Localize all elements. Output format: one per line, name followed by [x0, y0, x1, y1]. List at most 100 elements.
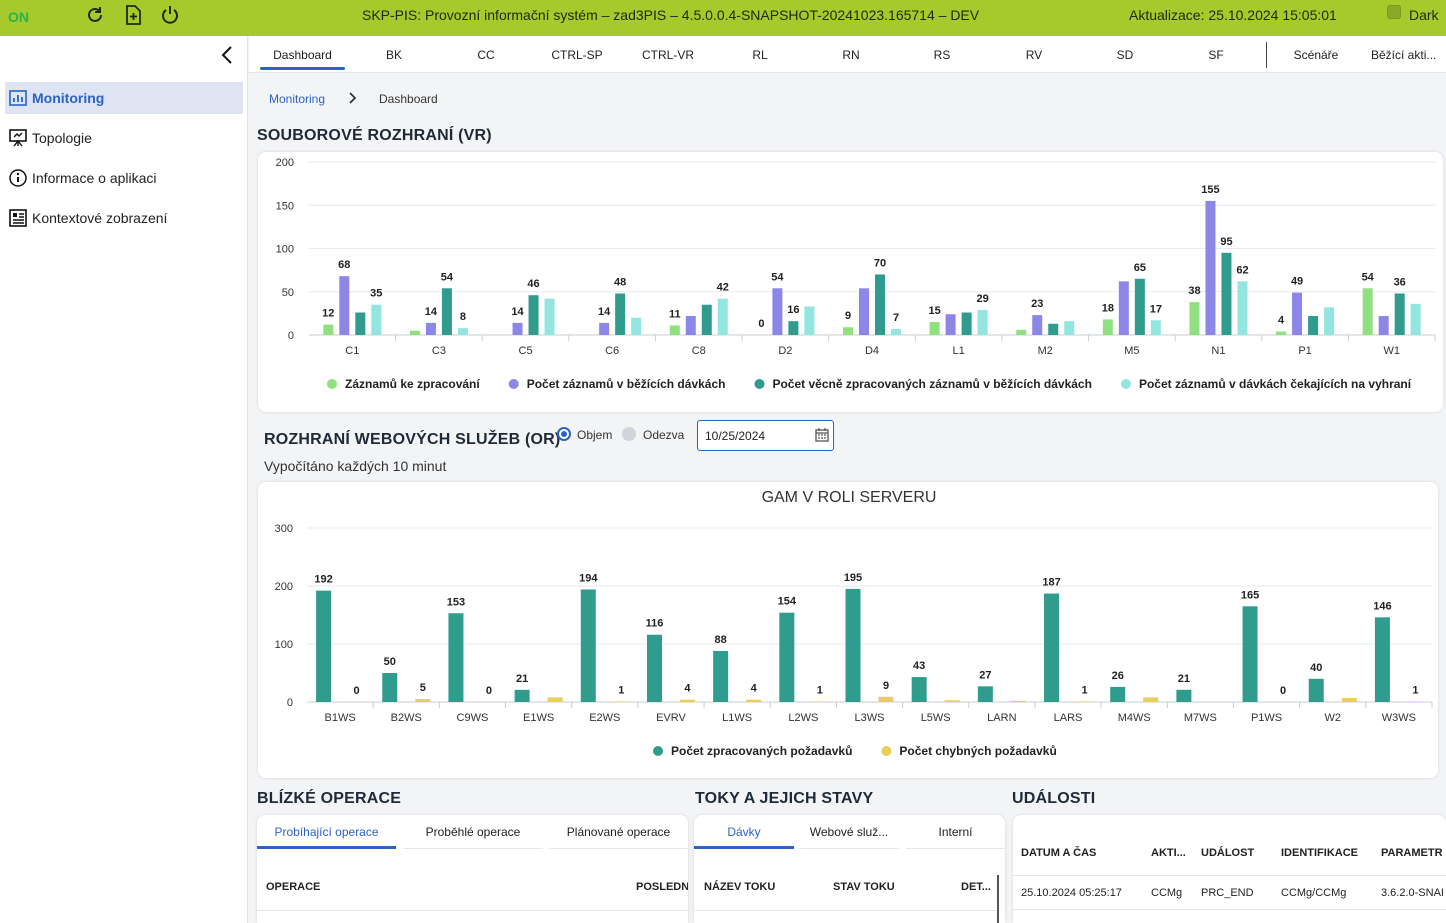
- data-label: 29: [976, 293, 988, 305]
- tab-probehle-operace[interactable]: Proběhlé operace: [425, 824, 521, 839]
- column-header-nazev-toku[interactable]: NÁZEV TOKU: [704, 881, 776, 893]
- scrollbar[interactable]: [997, 875, 999, 923]
- data-label: 68: [338, 259, 350, 271]
- legend-marker: [1120, 379, 1131, 389]
- column-header-posledni[interactable]: POSLEDN: [636, 881, 688, 893]
- bar: [669, 325, 680, 335]
- odezva-radio-label[interactable]: Odezva: [643, 428, 685, 442]
- legend-marker: [653, 746, 663, 756]
- legend-item: Počet záznamů v dávkách čekajících na vy…: [1120, 377, 1412, 391]
- bar: [646, 634, 662, 702]
- column-header-udalost[interactable]: UDÁLOST: [1201, 847, 1255, 859]
- bar: [457, 328, 468, 335]
- tab-bk[interactable]: BK: [385, 47, 402, 62]
- x-tick-label: P1: [1298, 345, 1311, 357]
- bar: [945, 314, 956, 335]
- sidebar-item-kontextove[interactable]: Kontextové zobrazení: [5, 202, 243, 234]
- sidebar-item-topologie[interactable]: Topologie: [5, 122, 243, 154]
- event-cell-udalost: PRC_END: [1201, 887, 1254, 899]
- tab-webove-sluzby[interactable]: Webové služ...: [809, 824, 889, 839]
- bar: [843, 327, 853, 335]
- tab-rv[interactable]: RV: [1025, 47, 1043, 62]
- objem-radio[interactable]: [557, 427, 571, 441]
- x-tick-label: D4: [865, 345, 879, 357]
- column-header-datum[interactable]: DATUM A ČAS: [1021, 847, 1097, 859]
- tab-ctrl-sp[interactable]: CTRL-SP: [551, 47, 603, 62]
- dark-mode-label[interactable]: Dark: [1409, 7, 1439, 23]
- data-label: 48: [614, 276, 626, 288]
- bar: [845, 588, 861, 702]
- table-divider: [1013, 909, 1446, 910]
- tab-scenare[interactable]: Scénáře: [1293, 47, 1339, 62]
- data-label: 1: [817, 684, 823, 696]
- bar: [547, 697, 563, 702]
- bar: [713, 650, 729, 702]
- bar: [1374, 617, 1390, 702]
- bar: [1150, 320, 1161, 335]
- legend-marker: [754, 379, 765, 389]
- tab-divider: [799, 848, 899, 849]
- sidebar-item-monitoring[interactable]: Monitoring: [5, 82, 243, 114]
- calendar-icon[interactable]: [815, 428, 829, 442]
- tab-cc[interactable]: CC: [477, 47, 495, 62]
- tab-rn[interactable]: RN: [842, 47, 860, 62]
- objem-radio-label[interactable]: Objem: [577, 428, 613, 442]
- refresh-icon[interactable]: [84, 4, 106, 26]
- tab-sf[interactable]: SF: [1208, 47, 1224, 62]
- bar: [425, 322, 436, 335]
- x-tick-label: E2WS: [589, 712, 620, 724]
- presentation-icon: [7, 127, 29, 149]
- odezva-radio[interactable]: [622, 427, 636, 441]
- tab-ctrl-vr[interactable]: CTRL-VR: [641, 47, 694, 62]
- data-label: 65: [1134, 262, 1146, 274]
- data-label: 14: [511, 306, 524, 318]
- bar: [1308, 315, 1319, 335]
- tab-rs[interactable]: RS: [933, 47, 951, 62]
- column-header-parametr[interactable]: PARAMETR: [1381, 847, 1443, 859]
- data-label: 5: [420, 682, 426, 694]
- data-label: 35: [370, 288, 382, 300]
- column-header-identifikace[interactable]: IDENTIFIKACE: [1281, 847, 1358, 859]
- legend-marker: [881, 746, 892, 756]
- tab-planovane-operace[interactable]: Plánované operace: [566, 824, 671, 839]
- tab-interni[interactable]: Interní: [938, 824, 973, 839]
- x-tick-label: M7WS: [1184, 712, 1217, 724]
- bar: [1016, 329, 1027, 335]
- breadcrumb-dashboard: Dashboard: [379, 92, 438, 106]
- bar: [1362, 288, 1373, 335]
- breadcrumb-monitoring[interactable]: Monitoring: [269, 92, 326, 106]
- file-add-icon[interactable]: [122, 4, 144, 26]
- date-input[interactable]: 10/25/2024: [697, 420, 834, 451]
- bar: [1048, 323, 1059, 335]
- column-header-detail[interactable]: DET...: [961, 881, 991, 893]
- collapse-sidebar-icon[interactable]: [218, 44, 238, 66]
- tab-dashboard[interactable]: Dashboard: [273, 47, 332, 62]
- bar: [1324, 307, 1335, 335]
- x-tick-label: M5: [1124, 345, 1139, 357]
- power-icon[interactable]: [159, 4, 181, 26]
- tab-rl[interactable]: RL: [752, 47, 768, 62]
- bar: [1102, 319, 1113, 335]
- column-header-stav-toku[interactable]: STAV TOKU: [833, 881, 895, 893]
- dark-mode-checkbox[interactable]: [1387, 5, 1401, 19]
- y-tick-label: 100: [275, 639, 293, 651]
- calc-interval-note: Vypočítáno každých 10 minut: [264, 458, 447, 474]
- tab-probihajici-operace[interactable]: Probíhající operace: [274, 824, 379, 839]
- data-label: 9: [845, 310, 851, 322]
- bar: [512, 322, 523, 335]
- sidebar-item-informace[interactable]: Informace o aplikaci: [5, 162, 243, 194]
- y-tick-label: 0: [288, 330, 294, 342]
- tab-sd[interactable]: SD: [1116, 47, 1134, 62]
- bar: [514, 689, 530, 702]
- column-header-operace[interactable]: OPERACE: [266, 881, 321, 893]
- tab-davky[interactable]: Dávky: [727, 824, 761, 839]
- bar: [613, 701, 629, 702]
- tab-bezici-akti[interactable]: Běžící akti...: [1371, 47, 1437, 62]
- column-header-aktivita[interactable]: AKTI...: [1151, 847, 1186, 859]
- bar: [1110, 686, 1126, 702]
- flows-section-title: TOKY A JEJICH STAVY: [695, 790, 874, 807]
- data-label: 18: [1102, 302, 1114, 314]
- bar: [977, 686, 993, 702]
- x-tick-label: L1WS: [722, 712, 752, 724]
- data-label: 0: [758, 318, 764, 330]
